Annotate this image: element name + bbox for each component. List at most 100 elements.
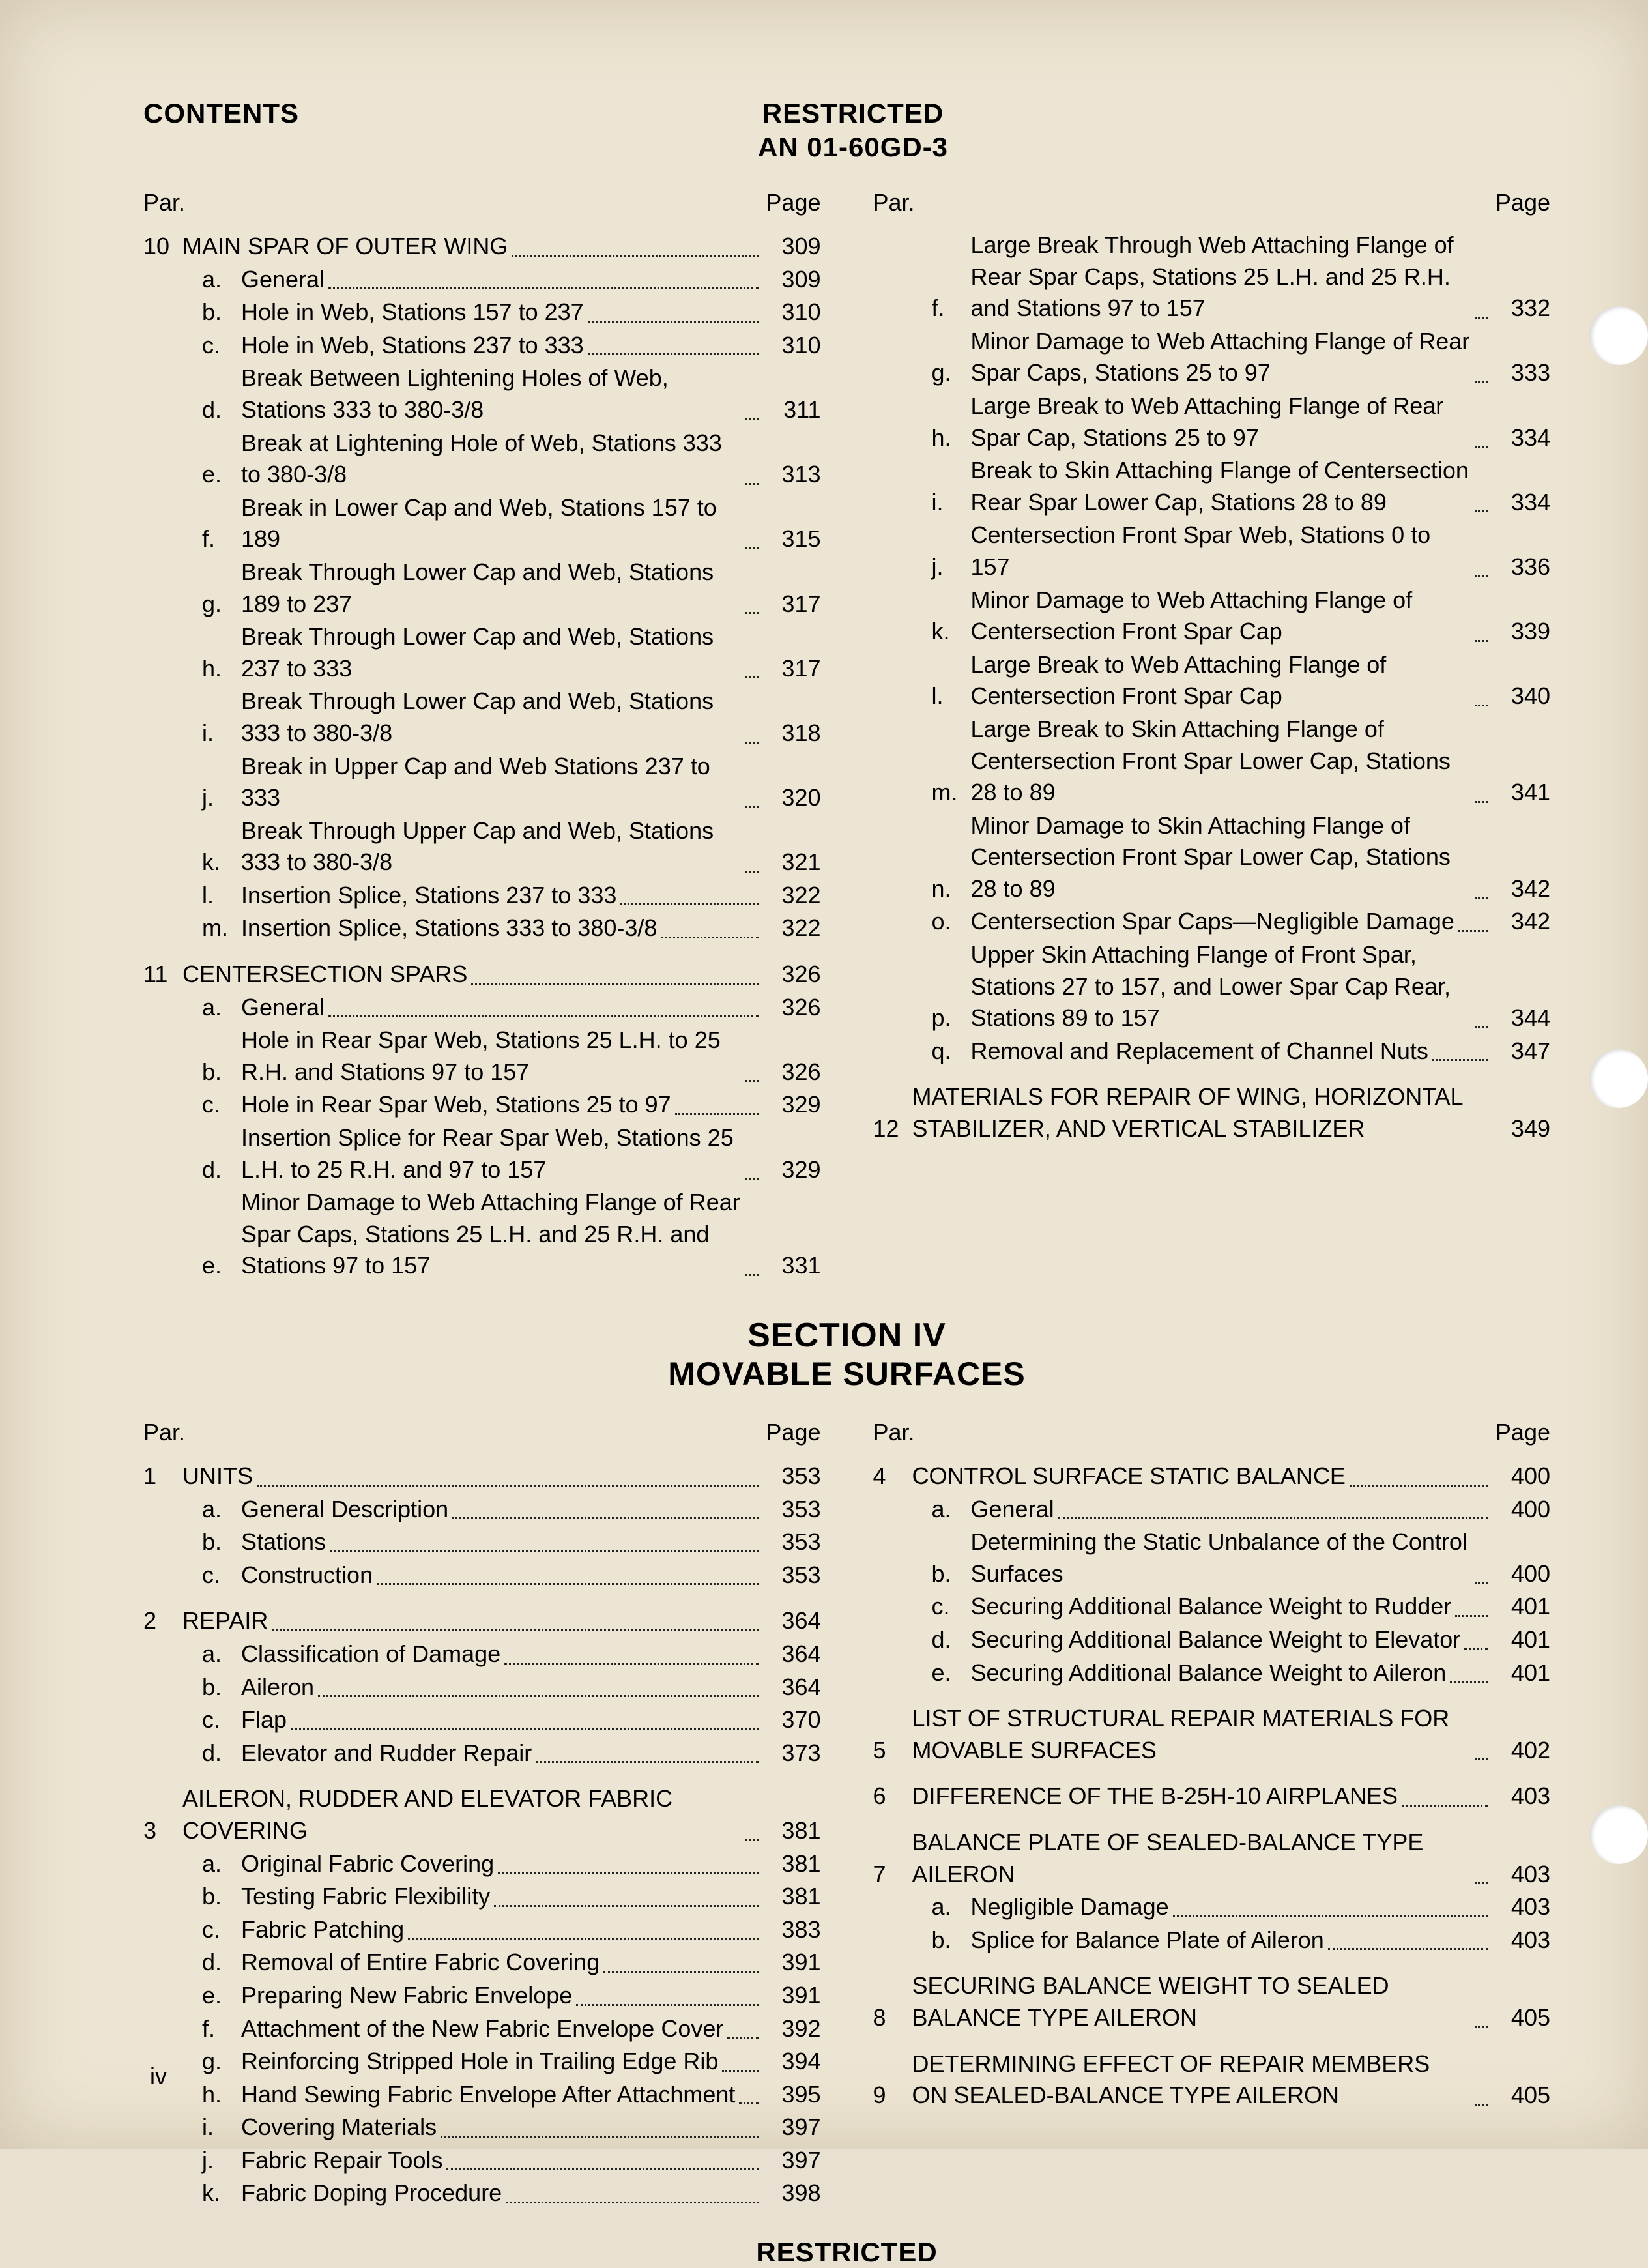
toc-sub-entry: g.Minor Damage to Web Attaching Flange o… bbox=[873, 326, 1551, 389]
toc-main-entry: 11CENTERSECTION SPARS326 bbox=[143, 959, 821, 991]
toc-sub-entry: i.Covering Materials 397 bbox=[143, 2112, 821, 2144]
leader-dots bbox=[1475, 1758, 1488, 1760]
toc-sub-entry: e.Securing Additional Balance Weight to … bbox=[873, 1657, 1551, 1689]
toc-sub-entry: n.Minor Damage to Skin Attaching Flange … bbox=[873, 810, 1551, 905]
entry-label: Insertion Splice for Rear Spar Web, Stat… bbox=[241, 1122, 742, 1185]
leader-dots bbox=[1475, 2026, 1488, 2028]
leader-dots bbox=[1328, 1948, 1488, 1950]
toc-sub-entry: d.Elevator and Rudder Repair373 bbox=[143, 1737, 821, 1769]
entry-page: 344 bbox=[1492, 1002, 1550, 1034]
paragraph-number: 11 bbox=[143, 959, 182, 991]
toc-sub-entry: h.Large Break to Web Attaching Flange of… bbox=[873, 390, 1551, 454]
entry-page: 342 bbox=[1492, 906, 1550, 938]
entry-label: Large Break to Web Attaching Flange of R… bbox=[971, 390, 1471, 454]
leader-dots bbox=[1475, 801, 1488, 803]
sub-letter: h. bbox=[912, 422, 971, 454]
toc-sub-entry: b.Hole in Web, Stations 157 to 237310 bbox=[143, 297, 821, 328]
entry-page: 397 bbox=[762, 2112, 821, 2144]
sub-letter: g. bbox=[182, 2046, 241, 2078]
sub-letter: a. bbox=[182, 1848, 241, 1880]
entry-label: DIFFERENCE OF THE B-25H-10 AIRPLANES bbox=[912, 1781, 1398, 1812]
entry-page: 353 bbox=[762, 1461, 821, 1492]
entry-label: Elevator and Rudder Repair bbox=[241, 1737, 532, 1769]
column-header: Par. Page bbox=[143, 189, 821, 216]
leader-dots bbox=[328, 1015, 758, 1017]
sub-letter: i. bbox=[912, 487, 971, 519]
toc-sub-entry: d.Securing Additional Balance Weight to … bbox=[873, 1624, 1551, 1656]
toc-sub-entry: c.Hole in Web, Stations 237 to 333310 bbox=[143, 330, 821, 362]
sub-letter: j. bbox=[182, 2145, 241, 2177]
entry-label: Covering Materials bbox=[241, 2112, 437, 2144]
entry-label: Hole in Web, Stations 237 to 333 bbox=[241, 330, 584, 362]
entry-page: 397 bbox=[762, 2145, 821, 2177]
entry-label: Minor Damage to Web Attaching Flange of … bbox=[971, 326, 1471, 389]
sub-letter: m. bbox=[182, 912, 241, 944]
toc-main-entry: 9DETERMINING EFFECT OF REPAIR MEMBERS ON… bbox=[873, 2048, 1551, 2112]
page-heading: Page bbox=[766, 189, 820, 216]
entry-page: 401 bbox=[1492, 1591, 1550, 1623]
sub-letter: n. bbox=[912, 873, 971, 905]
toc-sub-entry: k.Fabric Doping Procedure398 bbox=[143, 2177, 821, 2209]
top-right-column: Par. Page f.Large Break Through Web Atta… bbox=[873, 189, 1551, 1283]
entry-page: 331 bbox=[762, 1250, 821, 1282]
toc-sub-entry: a.Classification of Damage364 bbox=[143, 1638, 821, 1670]
sub-letter: p. bbox=[912, 1002, 971, 1034]
entry-label: Centersection Spar Caps—Negligible Damag… bbox=[971, 906, 1454, 938]
toc-sub-entry: e.Preparing New Fabric Envelope391 bbox=[143, 1980, 821, 2012]
entry-label: Break Between Lightening Holes of Web, S… bbox=[241, 362, 742, 426]
entry-page: 391 bbox=[762, 1980, 821, 2012]
entry-page: 329 bbox=[762, 1089, 821, 1121]
entry-label: Original Fabric Covering bbox=[241, 1848, 494, 1880]
entry-label: AILERON, RUDDER AND ELEVATOR FABRIC COVE… bbox=[182, 1783, 742, 1846]
toc-sub-entry: c.Fabric Patching383 bbox=[143, 1914, 821, 1946]
sub-letter: i. bbox=[182, 2112, 241, 2144]
sub-letter: k. bbox=[912, 616, 971, 648]
leader-dots bbox=[1475, 381, 1488, 383]
entry-label: Insertion Splice, Stations 333 to 380-3/… bbox=[241, 912, 657, 944]
entry-label: Removal and Replacement of Channel Nuts bbox=[971, 1036, 1428, 1068]
entry-page: 405 bbox=[1492, 2080, 1550, 2112]
toc-main-entry: 5LIST OF STRUCTURAL REPAIR MATERIALS FOR… bbox=[873, 1703, 1551, 1766]
entry-label: Securing Additional Balance Weight to El… bbox=[971, 1624, 1461, 1656]
toc-main-entry: 3AILERON, RUDDER AND ELEVATOR FABRIC COV… bbox=[143, 1783, 821, 1846]
entry-page: 334 bbox=[1492, 422, 1550, 454]
entry-page: 400 bbox=[1492, 1494, 1550, 1526]
toc-sub-entry: j.Centersection Front Spar Web, Stations… bbox=[873, 519, 1551, 583]
entry-page: 329 bbox=[762, 1154, 821, 1186]
sub-letter: d. bbox=[182, 1737, 241, 1769]
toc-sub-entry: a.General400 bbox=[873, 1494, 1551, 1526]
entry-label: Break Through Upper Cap and Web, Station… bbox=[241, 815, 742, 879]
toc-main-entry: 8SECURING BALANCE WEIGHT TO SEALED BALAN… bbox=[873, 1970, 1551, 2033]
leader-dots bbox=[1450, 1681, 1488, 1683]
leader-dots bbox=[257, 1485, 759, 1487]
entry-label: LIST OF STRUCTURAL REPAIR MATERIALS FOR … bbox=[912, 1703, 1471, 1766]
entry-label: Fabric Repair Tools bbox=[241, 2145, 442, 2177]
toc-main-entry: 12MATERIALS FOR REPAIR OF WING, HORIZONT… bbox=[873, 1081, 1551, 1144]
bottom-right-column: Par. Page 4CONTROL SURFACE STATIC BALANC… bbox=[873, 1419, 1551, 2211]
entry-page: 364 bbox=[762, 1638, 821, 1670]
leader-dots bbox=[1464, 1648, 1488, 1650]
punch-hole bbox=[1589, 306, 1648, 365]
toc-sub-entry: l.Large Break to Web Attaching Flange of… bbox=[873, 649, 1551, 712]
leader-dots bbox=[722, 2070, 758, 2072]
entry-label: Hole in Rear Spar Web, Stations 25 to 97 bbox=[241, 1089, 671, 1121]
leader-dots bbox=[1475, 1582, 1488, 1584]
entry-label: Minor Damage to Web Attaching Flange of … bbox=[241, 1187, 742, 1282]
entry-label: Break Through Lower Cap and Web, Station… bbox=[241, 557, 742, 620]
entry-page: 309 bbox=[762, 264, 821, 296]
leader-dots bbox=[377, 1583, 758, 1585]
toc-sub-entry: a.General309 bbox=[143, 264, 821, 296]
leader-dots bbox=[745, 547, 759, 549]
toc-sub-entry: m.Large Break to Skin Attaching Flange o… bbox=[873, 714, 1551, 809]
sub-letter: j. bbox=[912, 551, 971, 583]
toc-main-entry: 7BALANCE PLATE OF SEALED-BALANCE TYPE AI… bbox=[873, 1827, 1551, 1890]
entry-label: Splice for Balance Plate of Aileron bbox=[971, 1925, 1324, 1956]
leader-dots bbox=[1475, 640, 1488, 642]
entry-page: 403 bbox=[1492, 1781, 1550, 1812]
sub-letter: f. bbox=[182, 2013, 241, 2045]
entry-label: General bbox=[241, 264, 325, 296]
entry-page: 336 bbox=[1492, 551, 1550, 583]
entry-label: General bbox=[971, 1494, 1054, 1526]
sub-letter: f. bbox=[182, 523, 241, 555]
leader-dots bbox=[745, 418, 759, 420]
